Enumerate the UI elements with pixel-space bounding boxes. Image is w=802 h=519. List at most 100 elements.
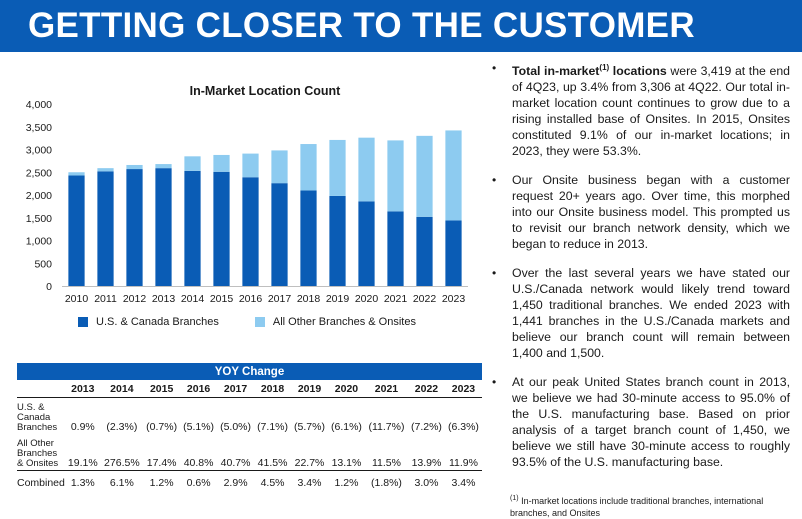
x-tick-label: 2015 — [210, 293, 234, 305]
yoy-year-header-row: 2013 2014 2015 2016 2017 2018 2019 2020 2021 2022… — [17, 380, 482, 398]
yoy-cell: (5.7%) — [294, 421, 325, 433]
bar-other-onsites — [155, 164, 172, 169]
bullet-in-market-locations: • Total in-market(1) locations were 3,41… — [490, 60, 790, 159]
yoy-year-header: 2017 — [217, 380, 255, 398]
yoy-year-header: 2022 — [407, 380, 445, 398]
y-tick-label: 3,500 — [26, 122, 52, 134]
x-tick-label: 2019 — [326, 293, 350, 305]
yoy-year-header: 2018 — [254, 380, 292, 398]
bullet-dot: • — [492, 375, 497, 390]
yoy-cell: 11.5% — [364, 434, 408, 471]
bar-other-onsites — [300, 144, 317, 191]
yoy-cell: 22.7% — [291, 434, 328, 471]
yoy-cell: (11.7%) — [368, 421, 405, 433]
yoy-cell: (6.1%) — [331, 421, 362, 433]
y-tick-label: 2,500 — [26, 167, 52, 179]
yoy-cell: 3.4% — [451, 477, 476, 489]
yoy-cell: (2.3%) — [106, 421, 138, 433]
yoy-cell: (5.0%) — [220, 421, 252, 433]
x-tick-label: 2023 — [442, 293, 466, 305]
bullet-2-text: Our Onsite business began with a custome… — [512, 173, 790, 252]
y-tick-label: 2,000 — [26, 190, 52, 202]
yoy-cell: 3.0% — [414, 477, 439, 489]
x-tick-label: 2017 — [268, 293, 292, 305]
legend-swatch-other — [254, 317, 265, 327]
yoy-cell: 17.4% — [143, 434, 181, 471]
yoy-cell: 276.5% — [100, 434, 144, 471]
yoy-row-label: Combined — [17, 477, 65, 489]
bar-other-onsites — [387, 140, 404, 212]
x-tick-label: 2021 — [384, 293, 408, 305]
y-tick-label: 500 — [34, 258, 52, 270]
yoy-cell: 6.1% — [109, 477, 134, 489]
bullet-1-lead: Total in-market(1) locations — [512, 63, 667, 79]
bar-us-canada — [445, 220, 462, 286]
bar-other-onsites — [242, 153, 259, 178]
yoy-year-header: 2019 — [291, 380, 328, 398]
yoy-cell: 1.2% — [334, 477, 359, 489]
bar-us-canada — [213, 171, 230, 286]
bullet-access-coverage: • At our peak United States branch count… — [490, 374, 790, 470]
yoy-table-title: YOY Change — [17, 363, 482, 380]
bullet-dot: • — [492, 61, 497, 75]
bar-other-onsites — [358, 137, 375, 202]
title-banner: GETTING CLOSER TO THE CUSTOMER — [0, 0, 802, 52]
yoy-cell: (5.1%) — [183, 421, 215, 433]
bar-us-canada — [329, 195, 346, 286]
yoy-cell: 19.1% — [65, 434, 101, 471]
bullet-1-text: were 3,419 at the end of 4Q23, up 3.4% f… — [512, 64, 790, 159]
bar-us-canada — [416, 216, 433, 286]
yoy-year-header: 2016 — [180, 380, 218, 398]
yoy-cell: 13.1% — [327, 434, 365, 471]
in-market-location-chart: In-Market Location Count 0 500 1,000 1,500 2,… — [26, 84, 468, 305]
bar-us-canada — [358, 201, 375, 286]
yoy-row-label: U.S. & Canada Branches — [17, 402, 58, 433]
yoy-corner-cell — [17, 380, 65, 398]
bar-us-canada — [300, 190, 317, 286]
legend-label-other: All Other Branches & Onsites — [272, 316, 416, 328]
yoy-row: Combined 1.3% 6.1% 1.2% 0.6% 2.9% 4.5% 3.4% 1.2%… — [17, 471, 482, 496]
yoy-year-header: 2015 — [143, 380, 181, 398]
legend-swatch-us-canada — [78, 317, 88, 327]
x-tick-label: 2022 — [413, 293, 437, 305]
x-tick-label: 2013 — [152, 293, 176, 305]
bullet-1-lead-text-2: locations — [609, 64, 667, 79]
x-tick-label: 2011 — [94, 293, 117, 305]
x-tick-label: 2016 — [239, 293, 263, 305]
x-tick-label: 2010 — [65, 293, 89, 305]
bar-us-canada — [126, 169, 143, 286]
x-tick-label: 2020 — [355, 293, 379, 305]
bullet-1-lead-text: Total in-market — [512, 64, 600, 79]
y-tick-label: 0 — [46, 281, 52, 293]
yoy-cell: 41.5% — [254, 434, 292, 471]
bar-us-canada — [271, 183, 288, 286]
yoy-cell: (6.3%) — [448, 421, 479, 433]
yoy-row: All Other Branches & Onsites 19.1% 276.5% 1… — [17, 434, 482, 471]
yoy-cell: 13.9% — [407, 434, 445, 471]
bullet-onsite-business: • Our Onsite business began with a custo… — [490, 172, 790, 252]
yoy-cell: (0.7%) — [146, 421, 178, 433]
footnote-text: In-market locations include traditional … — [510, 496, 764, 518]
bullet-branch-network: • Over the last several years we have st… — [490, 265, 790, 361]
yoy-year-header: 2013 — [65, 380, 101, 398]
chart-title: In-Market Location Count — [190, 84, 342, 98]
bar-other-onsites — [416, 135, 433, 217]
yoy-cell: 40.8% — [180, 434, 218, 471]
bullet-4-text: At our peak United States branch count i… — [512, 375, 790, 470]
yoy-cell: 0.6% — [186, 477, 211, 489]
yoy-year-header: 2014 — [100, 380, 144, 398]
yoy-year-header: 2021 — [364, 380, 408, 398]
yoy-row-label: All Other Branches & Onsites — [17, 434, 65, 471]
x-tick-label: 2014 — [181, 293, 205, 305]
yoy-cell: 3.4% — [297, 477, 322, 489]
yoy-year-header: 2023 — [444, 380, 482, 398]
bar-us-canada — [242, 177, 259, 286]
yoy-cell: 40.7% — [217, 434, 255, 471]
legend-item-other: All Other Branches & Onsites — [254, 316, 416, 328]
yoy-cell: 1.2% — [149, 477, 174, 489]
y-tick-label: 1,500 — [26, 213, 52, 225]
yoy-table-body: U.S. & Canada Branches 0.9% (2.3%) (0.7%) (5… — [17, 398, 482, 496]
bullet-1-footnote-ref: (1) — [599, 63, 610, 72]
yoy-cell: 11.9% — [444, 434, 482, 471]
bar-other-onsites — [68, 172, 85, 176]
